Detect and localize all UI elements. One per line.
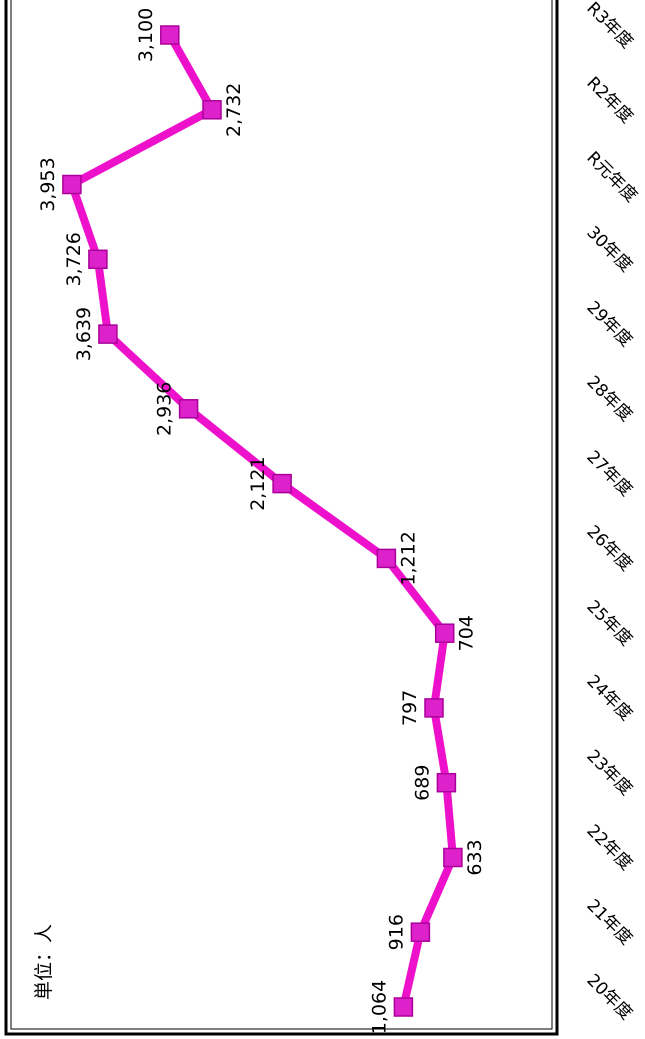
data-label: 633 — [464, 839, 486, 875]
data-point-marker — [434, 623, 455, 643]
data-point-marker — [62, 174, 82, 195]
data-label: 3,726 — [63, 232, 85, 286]
data-label: 797 — [399, 690, 421, 726]
category-tick-label: 24年度 — [582, 671, 635, 724]
data-label: 704 — [456, 615, 478, 651]
data-point-marker — [98, 324, 118, 344]
category-tick-label: 26年度 — [582, 522, 635, 575]
data-point-marker — [410, 922, 431, 942]
category-tick-label: 28年度 — [582, 372, 635, 425]
data-labels: 1,064 916 633 689 797 704 1,212 2,121 2,936 3,639… — [37, 8, 486, 1034]
data-point-marker — [178, 399, 199, 419]
data-point-marker — [443, 847, 463, 868]
category-tick-label: 22年度 — [582, 821, 635, 874]
category-tick-label: R3年度 — [582, 0, 636, 53]
plot-frame-inner — [10, 0, 553, 1030]
category-tick-label: R元年度 — [582, 148, 641, 207]
category-tick-label: 30年度 — [582, 223, 635, 276]
plot-frame-outer — [4, 0, 559, 1036]
data-point-marker — [376, 548, 397, 569]
data-label: 3,639 — [73, 307, 95, 361]
unit-label: 単位：人 — [33, 924, 55, 1000]
data-label: 1,064 — [368, 980, 390, 1034]
data-point-marker — [393, 997, 414, 1017]
data-label: 916 — [385, 914, 407, 950]
series-line — [67, 31, 457, 1011]
data-label: 2,121 — [247, 456, 269, 510]
data-label: 689 — [411, 765, 433, 801]
data-point-marker — [160, 25, 180, 45]
data-label: 3,100 — [135, 8, 157, 62]
category-tick-label: 23年度 — [582, 746, 635, 799]
category-tick-label: 27年度 — [582, 447, 635, 500]
data-label: 2,732 — [223, 83, 245, 137]
data-point-marker — [202, 100, 222, 120]
data-label: 2,936 — [154, 382, 176, 436]
category-tick-label: R2年度 — [582, 73, 636, 127]
data-point-marker — [424, 698, 444, 718]
data-label: 3,953 — [37, 157, 59, 211]
series-layer — [62, 25, 463, 1017]
data-point-marker — [436, 772, 457, 793]
category-tick-label: 20年度 — [582, 970, 635, 1023]
data-point-marker — [272, 473, 292, 494]
category-tick-label: 29年度 — [582, 297, 635, 350]
data-label: 1,212 — [397, 531, 419, 585]
category-tick-label: 21年度 — [582, 896, 635, 949]
category-tick-label: 25年度 — [582, 597, 635, 650]
category-tick-labels: 20年度 21年度 22年度 23年度 24年度 25年度 26年度 27年度 28年度 29年度… — [582, 0, 641, 1024]
data-point-marker — [88, 249, 108, 270]
